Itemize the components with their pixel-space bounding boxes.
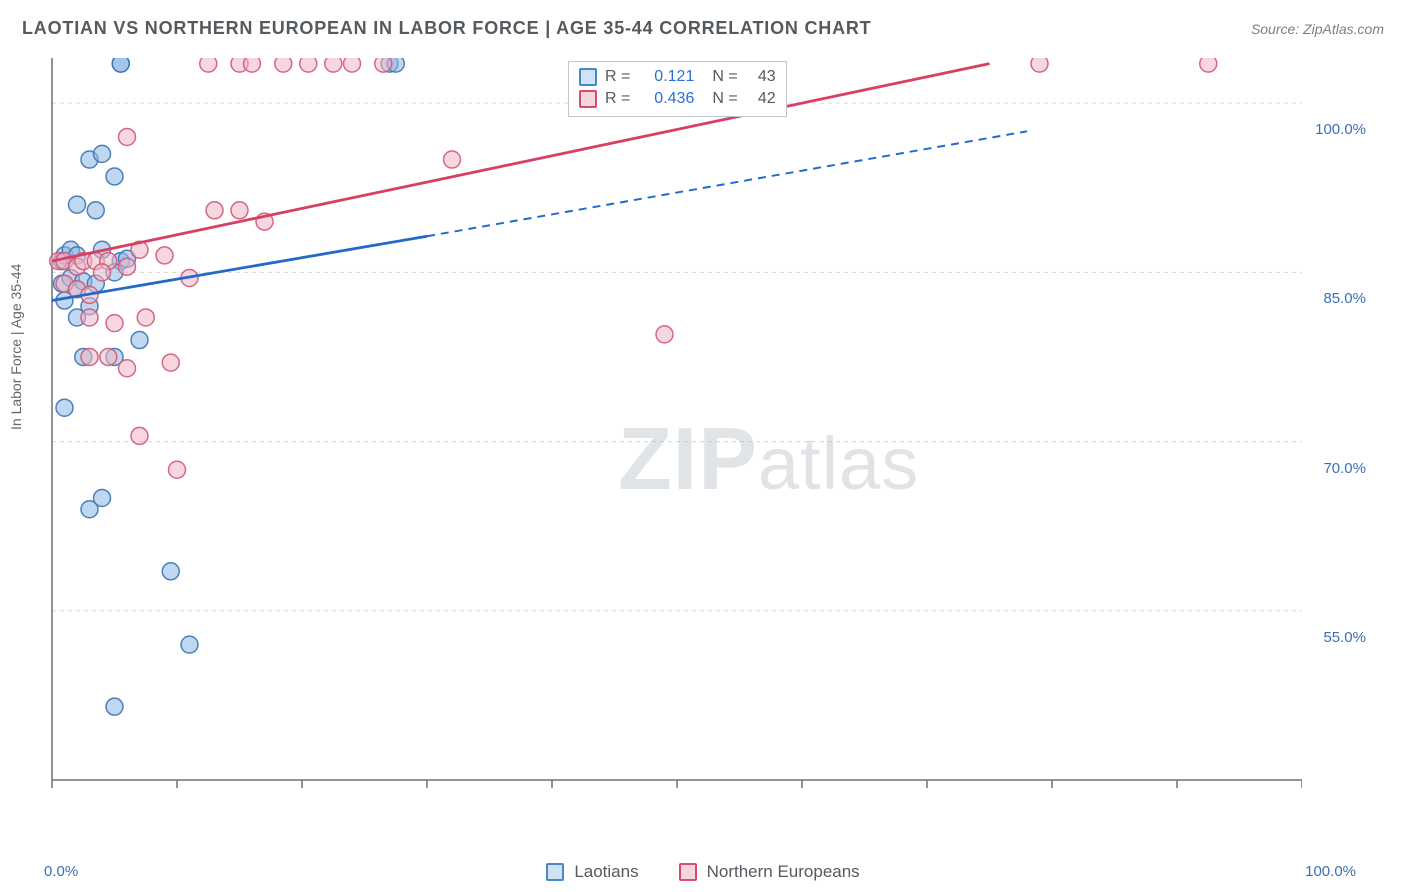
y-tick-label: 100.0%	[1315, 121, 1366, 138]
swatch-northern	[579, 90, 597, 108]
swatch-laotians	[546, 863, 564, 881]
plot-area: ZIPatlas R = 0.121 N = 43 R = 0.436 N = …	[48, 58, 1302, 798]
y-tick-label: 70.0%	[1323, 460, 1366, 477]
stats-row-northern: R = 0.436 N = 42	[579, 88, 776, 110]
scatter-svg	[48, 58, 1302, 798]
r-value: 0.121	[638, 68, 694, 86]
source-label: Source: ZipAtlas.com	[1251, 21, 1384, 37]
legend-item-northern: Northern Europeans	[679, 862, 860, 882]
legend-label: Laotians	[574, 862, 638, 882]
n-label: N =	[712, 90, 737, 108]
y-axis-label: In Labor Force | Age 35-44	[8, 264, 24, 430]
y-tick-label: 85.0%	[1323, 290, 1366, 307]
swatch-northern	[679, 863, 697, 881]
n-label: N =	[712, 68, 737, 86]
r-label: R =	[605, 90, 630, 108]
n-value: 42	[746, 90, 776, 108]
swatch-laotians	[579, 68, 597, 86]
bottom-legend: Laotians Northern Europeans	[0, 862, 1406, 882]
y-tick-label: 55.0%	[1323, 629, 1366, 646]
r-label: R =	[605, 68, 630, 86]
legend-label: Northern Europeans	[707, 862, 860, 882]
n-value: 43	[746, 68, 776, 86]
chart-title: LAOTIAN VS NORTHERN EUROPEAN IN LABOR FO…	[22, 18, 871, 39]
stats-box: R = 0.121 N = 43 R = 0.436 N = 42	[568, 61, 787, 117]
stats-row-laotians: R = 0.121 N = 43	[579, 66, 776, 88]
legend-item-laotians: Laotians	[546, 862, 638, 882]
r-value: 0.436	[638, 90, 694, 108]
